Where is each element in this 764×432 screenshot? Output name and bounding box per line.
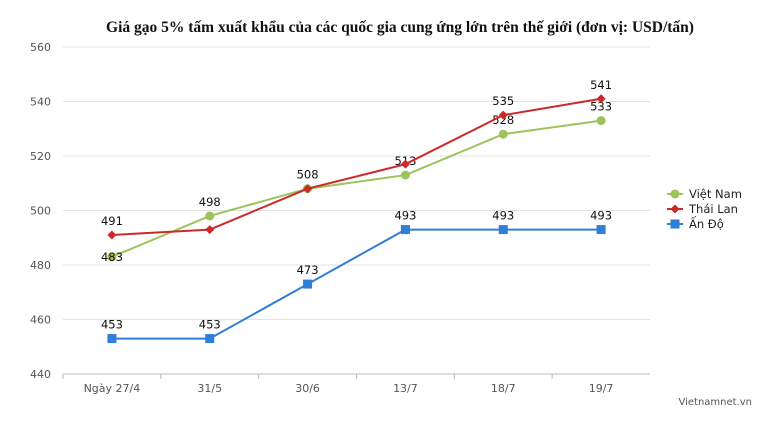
data-point[interactable]: [303, 279, 313, 289]
data-point[interactable]: [596, 225, 606, 235]
data-point[interactable]: [107, 334, 117, 344]
x-tick-label: 31/5: [197, 382, 222, 395]
x-tick-label: 19/7: [589, 382, 614, 395]
x-tick-label: 13/7: [393, 382, 418, 395]
legend-marker[interactable]: [670, 204, 680, 214]
credit-text: Vietnamnet.vn: [678, 397, 752, 408]
data-point[interactable]: [498, 225, 508, 235]
data-point[interactable]: [205, 211, 215, 221]
series-Ấn Độ: 453 453 473 493 493 493: [101, 209, 612, 344]
data-label: 533: [590, 100, 612, 114]
data-label: 508: [297, 168, 319, 182]
legend-marker[interactable]: [670, 219, 680, 229]
x-tick-label: 30/6: [295, 382, 320, 395]
data-point[interactable]: [303, 184, 313, 194]
legend-label: Ấn Độ: [689, 215, 724, 231]
data-point[interactable]: [107, 252, 117, 262]
y-tick-label: 440: [30, 368, 51, 381]
data-label: 453: [101, 318, 123, 332]
x-tick-label: Ngày 27/4: [84, 382, 141, 395]
data-label: 493: [590, 209, 612, 223]
data-point[interactable]: [400, 159, 410, 169]
data-label: 453: [199, 318, 221, 332]
data-label: 493: [394, 209, 416, 223]
legend-label: Việt Nam: [689, 187, 742, 201]
legend-item[interactable]: Ấn Độ: [667, 215, 724, 231]
data-point[interactable]: [400, 225, 410, 235]
series-line: [111, 119, 602, 258]
chart-title: Giá gạo 5% tấm xuất khẩu của các quốc gi…: [106, 19, 694, 36]
data-point[interactable]: [205, 225, 215, 235]
data-point[interactable]: [596, 116, 606, 126]
series-Việt Nam: 483498513528533: [101, 100, 612, 264]
data-point[interactable]: [596, 94, 606, 104]
y-tick-label: 560: [30, 41, 51, 54]
data-label: 528: [492, 113, 514, 127]
data-point[interactable]: [107, 230, 117, 240]
data-point[interactable]: [205, 334, 215, 344]
y-tick-label: 500: [30, 205, 51, 218]
legend-item[interactable]: Việt Nam: [667, 187, 742, 201]
series-Thái Lan: 491 508 535 541: [101, 78, 612, 240]
series-line: [111, 97, 602, 237]
y-tick-label: 540: [30, 96, 51, 109]
data-label: 541: [590, 78, 612, 92]
data-point[interactable]: [400, 170, 410, 180]
y-tick-label: 480: [30, 259, 51, 272]
data-label: 483: [101, 250, 123, 264]
legend-label: Thái Lan: [688, 202, 738, 216]
data-label: 491: [101, 214, 123, 228]
data-label: 535: [492, 94, 514, 108]
series-line: [111, 228, 602, 340]
y-tick-label: 460: [30, 314, 51, 327]
legend-marker[interactable]: [670, 189, 680, 199]
data-label: 493: [492, 209, 514, 223]
legend-item[interactable]: Thái Lan: [667, 202, 738, 216]
data-label: 473: [297, 263, 319, 277]
data-label: 498: [199, 195, 221, 209]
data-point[interactable]: [498, 110, 508, 120]
y-tick-label: 520: [30, 150, 51, 163]
x-tick-label: 18/7: [491, 382, 516, 395]
data-point[interactable]: [498, 129, 508, 139]
